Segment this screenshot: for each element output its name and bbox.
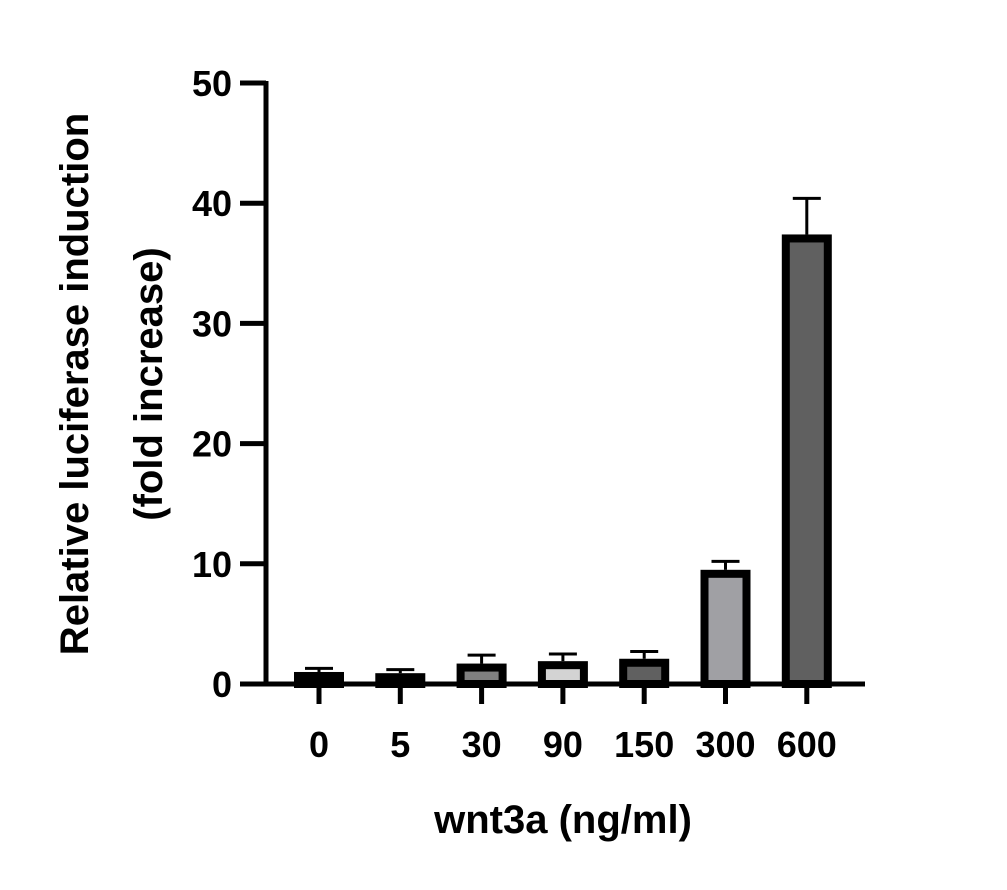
y-tick-label: 10 bbox=[192, 544, 232, 585]
x-tick-label: 0 bbox=[309, 724, 329, 765]
x-tick-label: 90 bbox=[543, 724, 583, 765]
x-tick-label: 600 bbox=[777, 724, 837, 765]
y-axis: 0 10 20 30 40 50 bbox=[192, 63, 269, 705]
x-axis-title: wnt3a (ng/ml) bbox=[433, 798, 692, 842]
y-tick-label: 40 bbox=[192, 183, 232, 224]
bar-300 bbox=[700, 569, 751, 688]
y-tick-label: 30 bbox=[192, 303, 232, 344]
error-bars-group bbox=[305, 196, 821, 674]
y-axis-title-line-1: Relative luciferase induction bbox=[53, 113, 97, 655]
x-tick-label: 5 bbox=[390, 724, 410, 765]
y-tick-label: 20 bbox=[192, 424, 232, 465]
x-tick-label: 300 bbox=[695, 724, 755, 765]
bar-90 bbox=[537, 661, 588, 688]
x-axis: 0 5 30 90 150 300 600 bbox=[266, 681, 865, 765]
y-axis-title: Relative luciferase induction (fold incr… bbox=[53, 113, 171, 655]
x-tick-label: 150 bbox=[614, 724, 674, 765]
x-tick-label: 30 bbox=[462, 724, 502, 765]
bars-group bbox=[294, 234, 832, 689]
bar-600 bbox=[781, 234, 832, 688]
bar-150 bbox=[619, 658, 670, 688]
y-axis-title-line-2: (fold increase) bbox=[127, 247, 171, 520]
y-tick-label: 50 bbox=[192, 63, 232, 104]
y-tick-label: 0 bbox=[212, 664, 232, 705]
